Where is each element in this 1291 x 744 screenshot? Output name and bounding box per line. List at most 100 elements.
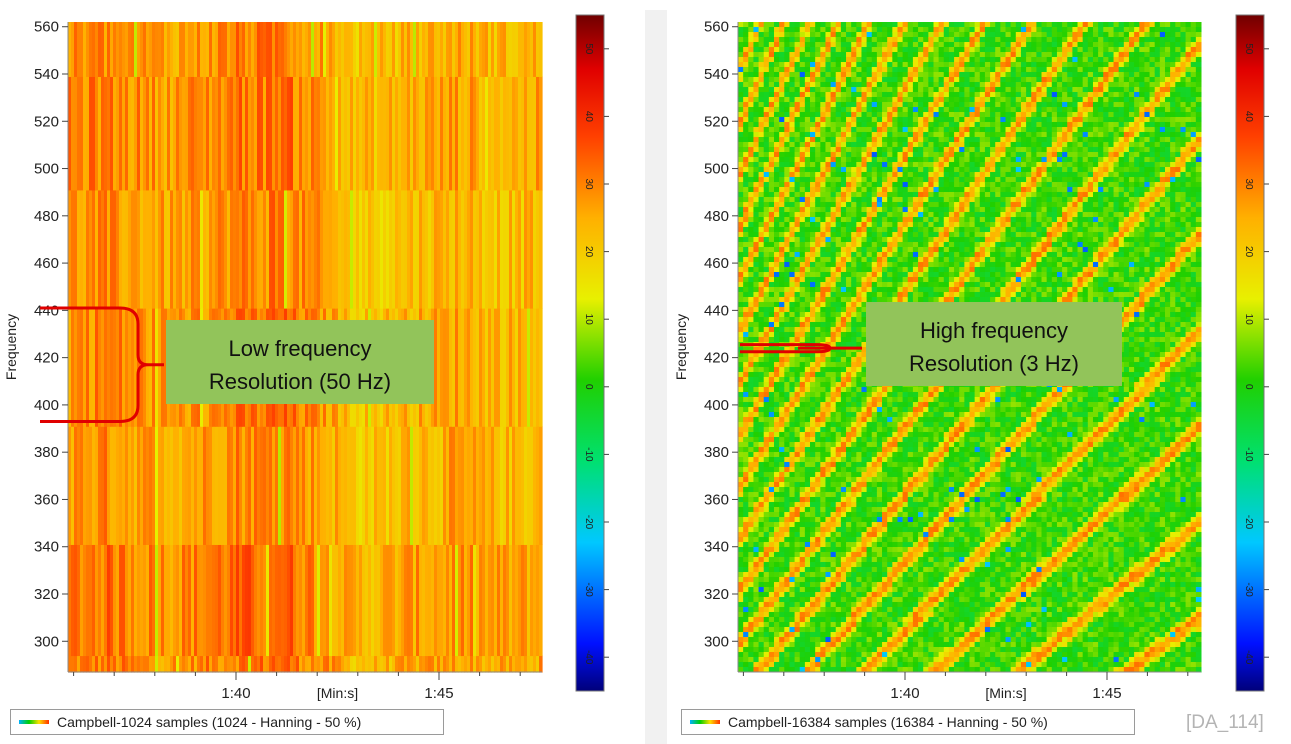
heat-cell	[110, 426, 114, 545]
heat-cell	[799, 397, 806, 403]
heat-cell	[191, 22, 195, 77]
heat-cell	[784, 447, 790, 453]
heat-cell	[830, 422, 837, 428]
heat-cell	[840, 352, 847, 358]
heat-cell	[356, 22, 360, 77]
heat-cell	[887, 77, 893, 83]
heat-cell	[738, 662, 744, 668]
heat-cell	[784, 257, 790, 263]
heat-cell	[861, 47, 868, 53]
heat-cell	[876, 577, 883, 583]
heat-cell	[815, 657, 821, 663]
heat-cell	[89, 544, 93, 657]
heat-cell	[810, 137, 816, 143]
heat-cell	[74, 22, 78, 77]
heat-cell	[810, 392, 816, 398]
heat-cell	[871, 232, 878, 238]
heat-cell	[338, 426, 342, 545]
heat-cell	[758, 212, 765, 218]
heat-cell	[779, 37, 785, 43]
heat-cell	[748, 252, 754, 258]
heat-cell	[815, 177, 821, 183]
heat-cell	[830, 277, 837, 283]
heat-cell	[871, 87, 878, 93]
heat-cell	[753, 167, 760, 173]
heat-cell	[763, 357, 770, 363]
heat-cell	[482, 544, 486, 657]
heat-cell	[134, 22, 138, 77]
heat-cell	[825, 482, 832, 488]
heat-cell	[763, 452, 770, 458]
heat-cell	[851, 267, 857, 273]
heat-cell	[815, 337, 821, 343]
heat-cell	[763, 667, 770, 673]
heat-cell	[840, 287, 847, 293]
heat-cell	[876, 232, 883, 238]
heat-cell	[774, 157, 780, 163]
heat-cell	[784, 57, 790, 63]
heat-cell	[840, 452, 847, 458]
heat-cell	[476, 308, 480, 427]
heat-cell	[116, 76, 120, 191]
heat-cell	[810, 297, 816, 303]
heat-cell	[748, 547, 754, 553]
heat-cell	[753, 22, 760, 28]
heat-cell	[835, 247, 842, 253]
heat-cell	[533, 308, 537, 427]
heat-cell	[389, 655, 393, 673]
heat-cell	[856, 112, 862, 118]
heat-cell	[779, 417, 785, 423]
heat-cell	[467, 22, 471, 77]
heat-cell	[866, 92, 873, 98]
heat-cell	[779, 482, 785, 488]
heat-cell	[338, 76, 342, 191]
heat-cell	[738, 267, 744, 273]
heat-cell	[882, 407, 888, 413]
heat-cell	[131, 308, 135, 427]
heat-cell	[856, 147, 862, 153]
heat-cell	[89, 655, 93, 673]
heat-cell	[763, 567, 770, 573]
heat-cell	[871, 537, 878, 543]
heat-cell	[815, 552, 821, 558]
heat-cell	[188, 544, 192, 657]
heat-cell	[506, 308, 510, 427]
heat-cell	[825, 127, 832, 133]
heat-cell	[251, 189, 255, 309]
heat-cell	[846, 202, 852, 208]
heat-cell	[763, 152, 770, 158]
heat-cell	[840, 187, 847, 193]
heat-cell	[491, 76, 495, 191]
heat-cell	[835, 37, 842, 43]
heat-cell	[871, 392, 878, 398]
heat-cell	[743, 432, 749, 438]
heat-cell	[194, 544, 198, 657]
heat-cell	[748, 307, 754, 313]
heat-cell	[861, 652, 868, 658]
heat-cell	[164, 426, 168, 545]
heat-cell	[748, 182, 754, 188]
heat-cell	[856, 472, 862, 478]
heat-cell	[871, 467, 878, 473]
heat-cell	[794, 87, 801, 93]
heat-cell	[753, 392, 760, 398]
heat-cell	[815, 432, 821, 438]
heat-cell	[305, 22, 309, 77]
heat-cell	[876, 602, 883, 608]
heat-cell	[763, 157, 770, 163]
heat-cell	[882, 287, 888, 293]
heat-cell	[738, 667, 744, 673]
heat-cell	[774, 647, 780, 653]
heat-cell	[830, 472, 837, 478]
heat-cell	[799, 357, 806, 363]
heat-cell	[804, 487, 811, 493]
heat-cell	[887, 52, 893, 58]
heat-cell	[356, 189, 360, 309]
heat-cell	[835, 647, 842, 653]
heat-cell	[794, 417, 801, 423]
heat-cell	[794, 542, 801, 548]
heat-cell	[738, 372, 744, 378]
heat-cell	[804, 67, 811, 73]
heat-cell	[753, 652, 760, 658]
